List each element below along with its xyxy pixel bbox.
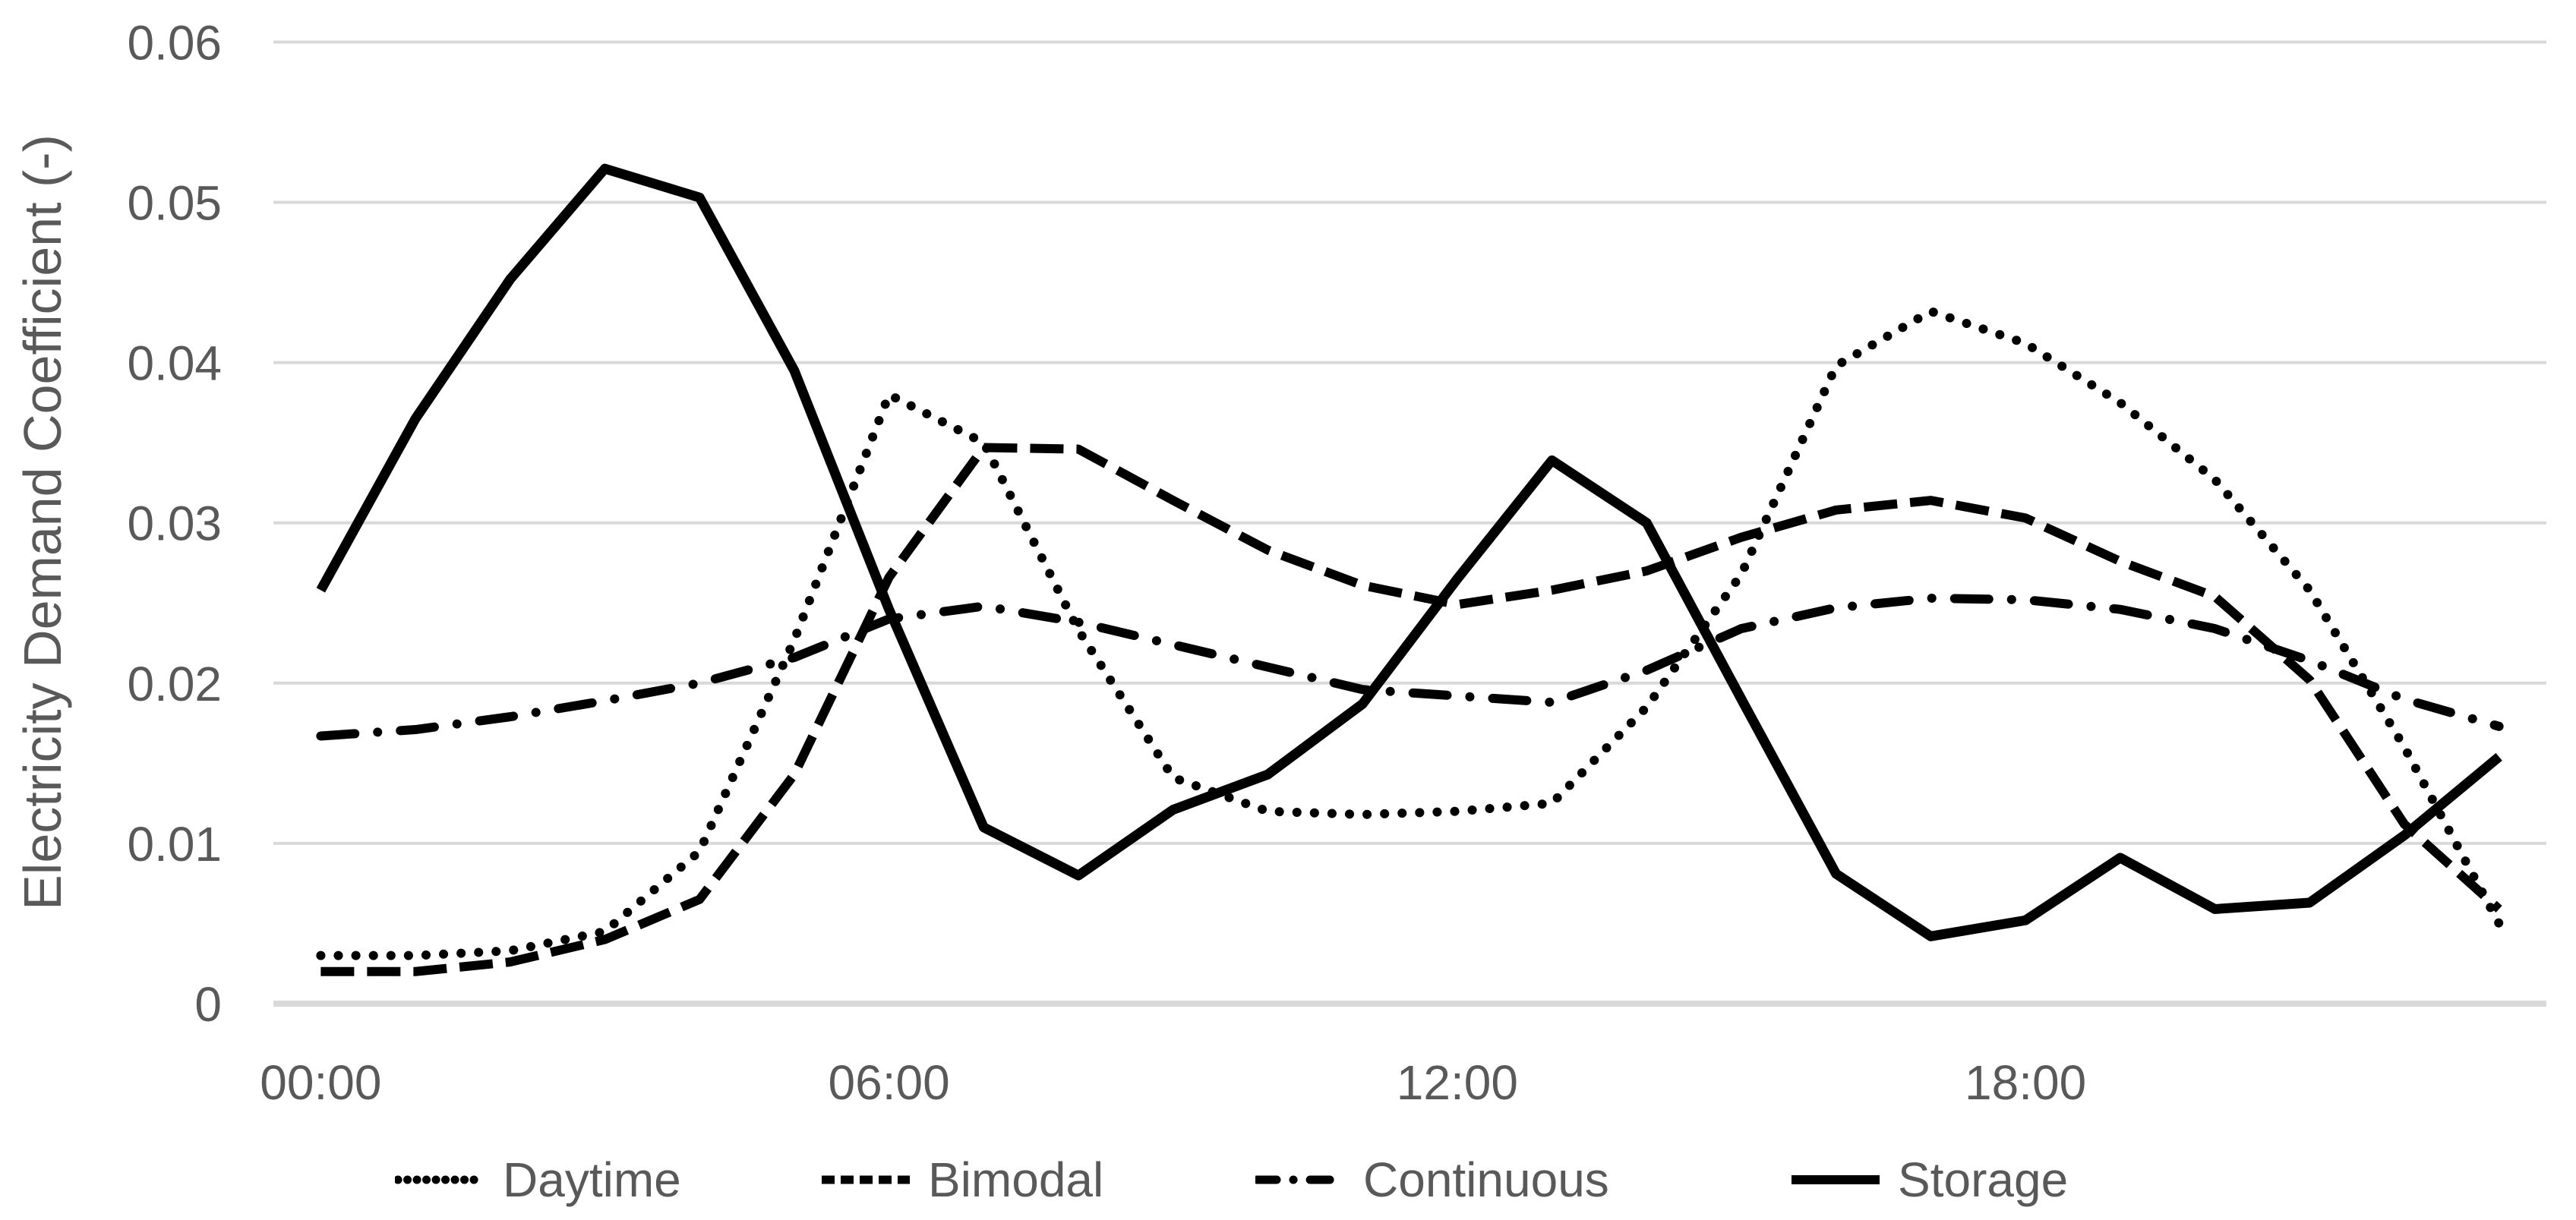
series-line-daytime — [316, 307, 2504, 960]
gridlines — [273, 40, 2546, 1007]
series-lines — [316, 163, 2504, 976]
legend: Daytime Bimodal Continuous Storage — [0, 1148, 2576, 1212]
daytime-dotted-line-icon — [395, 1175, 486, 1184]
x-axis-tick-labels: 00:00 06:00 12:00 18:00 — [260, 1055, 2086, 1110]
continuous-dash-dot-line-icon — [1255, 1175, 1346, 1184]
x-tick-label-1800: 18:00 — [1965, 1055, 2086, 1110]
series-line-storage — [316, 163, 2502, 941]
legend-label-continuous: Continuous — [1363, 1152, 1609, 1207]
y-tick-label-005: 0.05 — [127, 176, 222, 231]
x-tick-label-0600: 06:00 — [829, 1055, 950, 1110]
y-tick-label-002: 0.02 — [127, 657, 222, 711]
y-tick-label-001: 0.01 — [127, 817, 222, 872]
y-axis-title: Electricity Demand Coefficient (-) — [13, 134, 72, 910]
y-tick-label-003: 0.03 — [127, 497, 222, 551]
legend-label-storage: Storage — [1898, 1152, 2069, 1207]
series-line-bimodal — [320, 443, 2502, 976]
legend-item-storage: Storage — [1790, 1148, 2068, 1212]
x-tick-label-1200: 12:00 — [1397, 1055, 1518, 1110]
legend-item-continuous: Continuous — [1255, 1148, 1609, 1212]
legend-item-daytime: Daytime — [395, 1148, 681, 1212]
series-line-continuous — [316, 593, 2504, 741]
y-tick-label-0: 0 — [194, 977, 222, 1032]
storage-solid-line-icon — [1792, 1175, 1880, 1184]
legend-item-bimodal: Bimodal — [820, 1148, 1103, 1212]
legend-label-bimodal: Bimodal — [928, 1152, 1104, 1207]
bimodal-dashed-line-icon — [822, 1175, 910, 1184]
y-tick-label-006: 0.06 — [127, 15, 222, 70]
y-tick-label-004: 0.04 — [127, 336, 222, 391]
x-tick-label-0000: 00:00 — [260, 1055, 381, 1110]
legend-label-daytime: Daytime — [503, 1152, 681, 1207]
y-axis-tick-labels: 0 0.01 0.02 0.03 0.04 0.05 0.06 — [127, 15, 222, 1032]
